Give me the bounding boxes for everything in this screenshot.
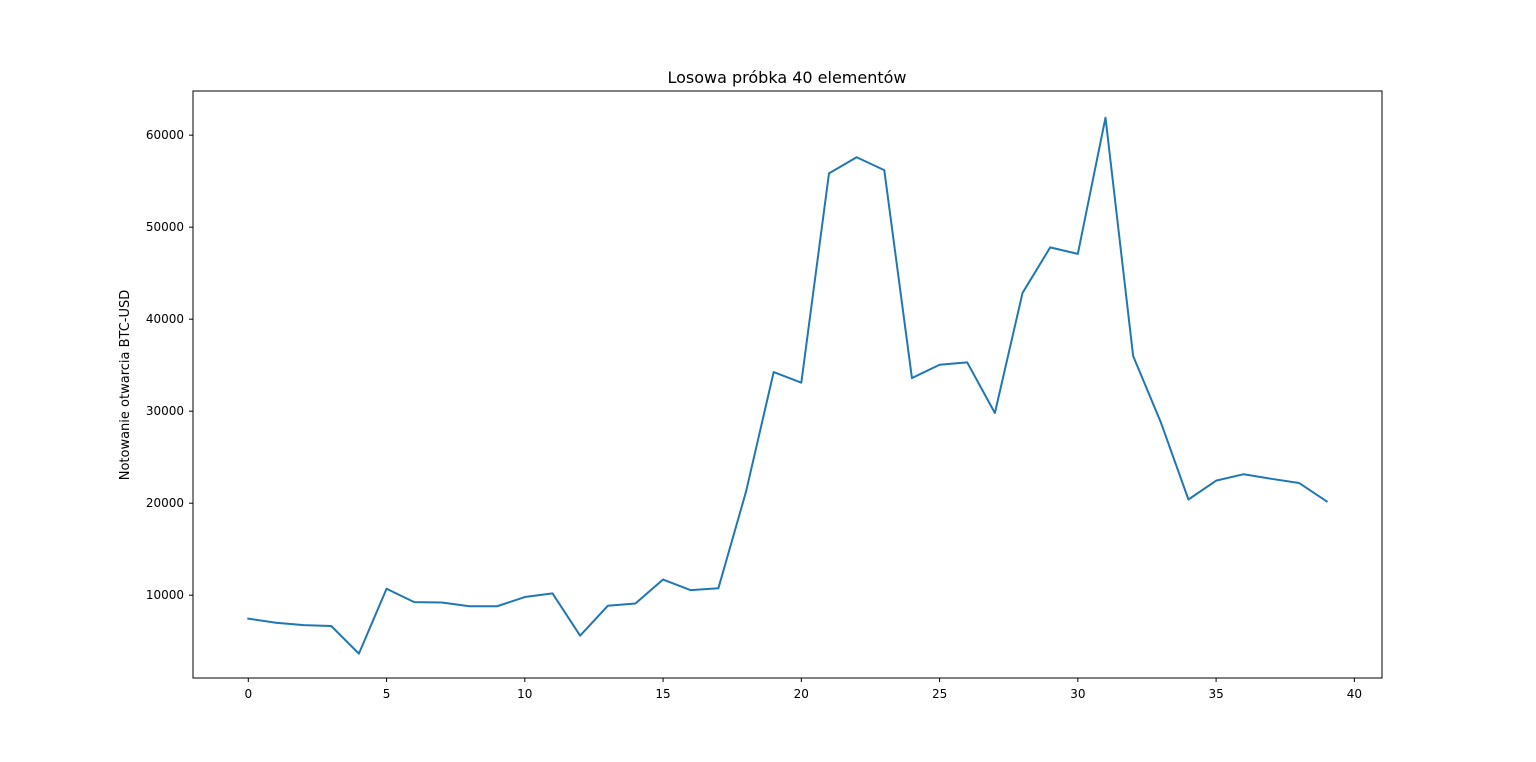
- chart-title: Losowa próbka 40 elementów: [667, 68, 906, 87]
- y-tick-label: 50000: [146, 220, 184, 234]
- axis-ticks: 0 5 10 15 20 25 30 35 40 10000 20000 30000 40000 5000…: [146, 128, 1362, 701]
- series-line: [247, 116, 1329, 655]
- y-tick-label: 20000: [146, 496, 184, 510]
- y-tick-label: 30000: [146, 404, 184, 418]
- y-axis-label: Notowanie otwarcia BTC-USD: [118, 290, 133, 481]
- x-tick-label: 40: [1347, 687, 1362, 701]
- x-tick-label: 35: [1208, 687, 1223, 701]
- plot-frame: [192, 90, 1383, 679]
- x-tick-label: 0: [244, 687, 252, 701]
- series-layer: [247, 116, 1329, 655]
- y-tick-label: 60000: [146, 128, 184, 142]
- x-tick-label: 25: [932, 687, 947, 701]
- x-tick-label: 15: [655, 687, 670, 701]
- y-tick-label: 40000: [146, 312, 184, 326]
- x-tick-label: 20: [794, 687, 809, 701]
- y-tick-label: 10000: [146, 588, 184, 602]
- x-tick-label: 5: [383, 687, 391, 701]
- x-tick-label: 30: [1070, 687, 1085, 701]
- x-tick-label: 10: [517, 687, 532, 701]
